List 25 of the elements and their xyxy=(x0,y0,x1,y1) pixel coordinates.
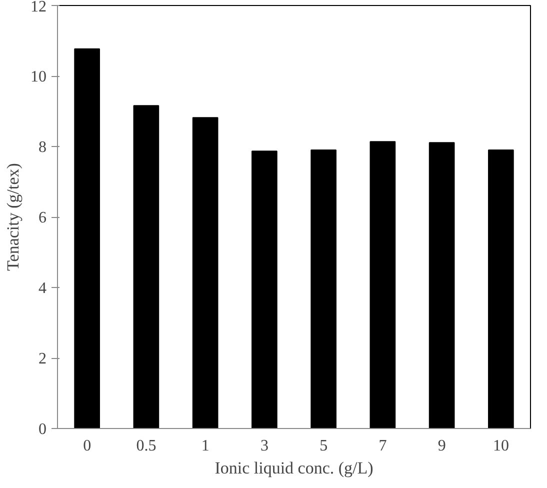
x-tick-label: 5 xyxy=(320,438,328,454)
y-tick-label: 8 xyxy=(38,139,46,156)
bar xyxy=(370,141,396,428)
y-tick-label: 12 xyxy=(30,0,46,16)
bar xyxy=(74,48,100,428)
bar xyxy=(133,105,160,428)
x-tick-label: 3 xyxy=(260,438,268,454)
x-axis-title: Ionic liquid conc. (g/L) xyxy=(214,458,374,478)
bar xyxy=(428,142,455,428)
y-tick-label: 6 xyxy=(38,210,46,226)
bar xyxy=(488,150,514,428)
x-tick-label: 0.5 xyxy=(136,438,156,454)
x-tick-label: 10 xyxy=(492,438,509,454)
y-tick-label: 0 xyxy=(38,421,46,438)
x-tick-label: 9 xyxy=(438,438,446,454)
y-tick-label: 10 xyxy=(30,68,46,86)
y-tick-label: 2 xyxy=(38,350,46,368)
y-tick-label: 4 xyxy=(38,280,46,297)
x-tick-label: 1 xyxy=(201,438,210,454)
bar xyxy=(310,150,336,428)
bar xyxy=(192,117,218,428)
bar xyxy=(252,150,278,428)
y-axis-title: Tenacity (g/tex) xyxy=(4,163,22,271)
x-tick-label: 7 xyxy=(378,438,387,454)
x-tick-label: 0 xyxy=(83,438,92,454)
